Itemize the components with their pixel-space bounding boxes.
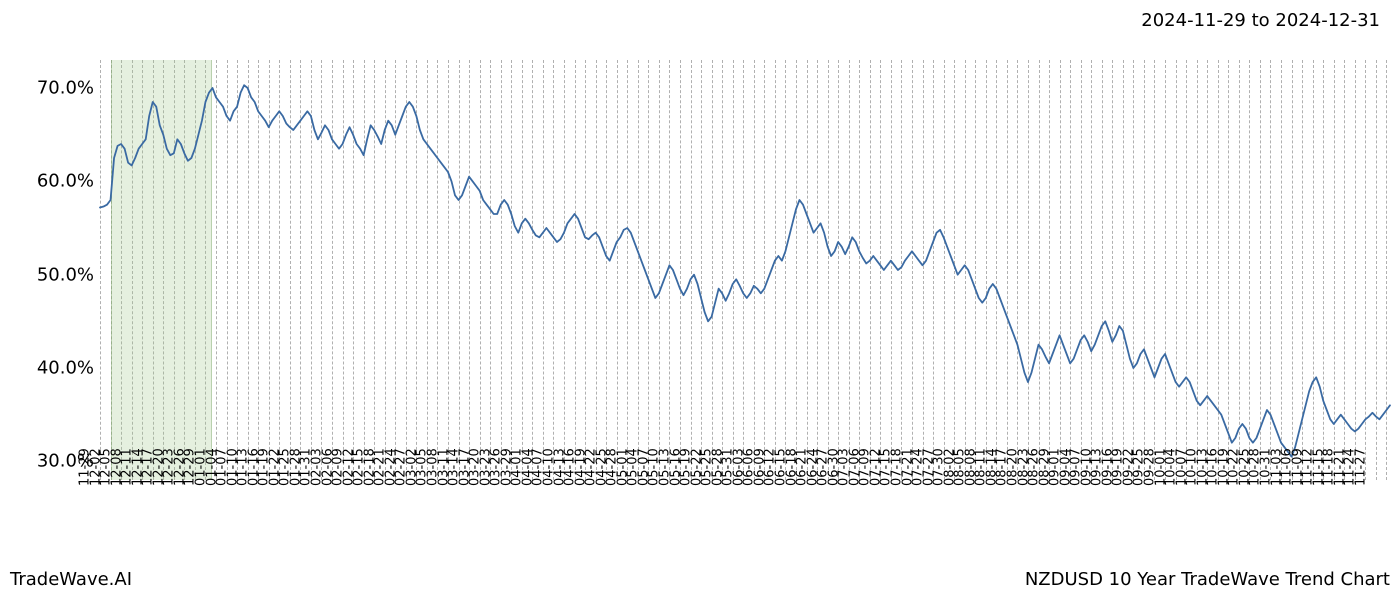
x-tick-label: 11-27 [1353,448,1368,486]
y-tick-label: 70.0% [37,78,94,99]
y-tick-label: 30.0% [37,451,94,472]
y-tick-label: 40.0% [37,358,94,379]
y-tick-label: 60.0% [37,171,94,192]
chart-svg [100,60,1390,480]
trend-line [100,85,1390,456]
date-range-label: 2024-11-29 to 2024-12-31 [1141,10,1380,31]
trend-chart [100,60,1390,480]
footer-brand: TradeWave.AI [10,569,132,590]
y-tick-label: 50.0% [37,264,94,285]
footer-chart-title: NZDUSD 10 Year TradeWave Trend Chart [1025,569,1390,590]
